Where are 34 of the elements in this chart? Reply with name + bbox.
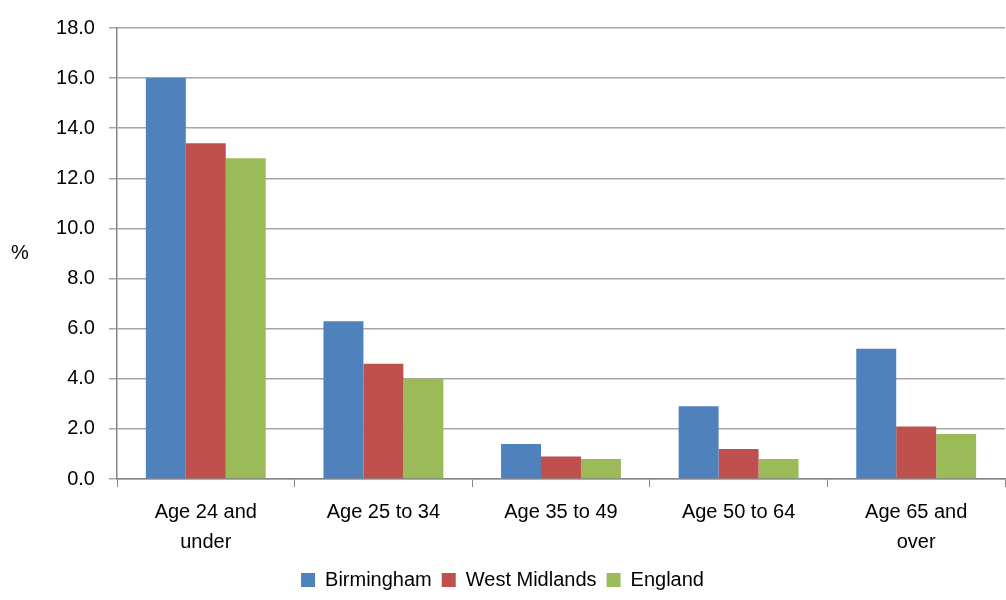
bar [403,378,444,479]
bar [758,458,799,479]
legend-label: Birmingham [325,567,432,590]
y-tick-label: 10.0 [56,215,95,238]
y-axis-title: % [11,241,30,264]
bar [580,458,621,479]
y-tick-label: 16.0 [56,65,95,88]
y-tick-label: 4.0 [67,366,95,389]
x-tick-label: Age 50 to 64 [681,499,796,522]
x-tick-label: Age 25 to 34 [326,499,441,522]
y-tick-label: 8.0 [67,266,95,289]
y-tick-label: 0.0 [67,466,95,489]
bar [185,143,226,479]
bar [896,426,937,479]
x-tick-label: Age 35 to 49 [504,499,618,522]
y-tick-label: 18.0 [56,15,95,38]
y-tick-label: 6.0 [67,316,95,339]
y-tick-label: 14.0 [56,115,95,138]
bar [323,321,364,479]
y-tick-label: 2.0 [67,416,95,439]
legend-label: England [630,567,704,590]
bar [225,158,266,479]
bar [363,363,404,479]
y-tick-label: 12.0 [56,165,95,188]
bar [541,456,581,479]
bar [936,433,977,479]
bar [501,443,542,479]
legend-label: West Midlands [465,567,597,590]
x-tick-label: Age 65 and over [865,499,968,552]
bar [718,448,759,479]
x-tick-label: Age 24 and under [154,499,257,552]
bar [145,78,186,479]
bar [856,348,897,479]
bar [678,406,719,479]
